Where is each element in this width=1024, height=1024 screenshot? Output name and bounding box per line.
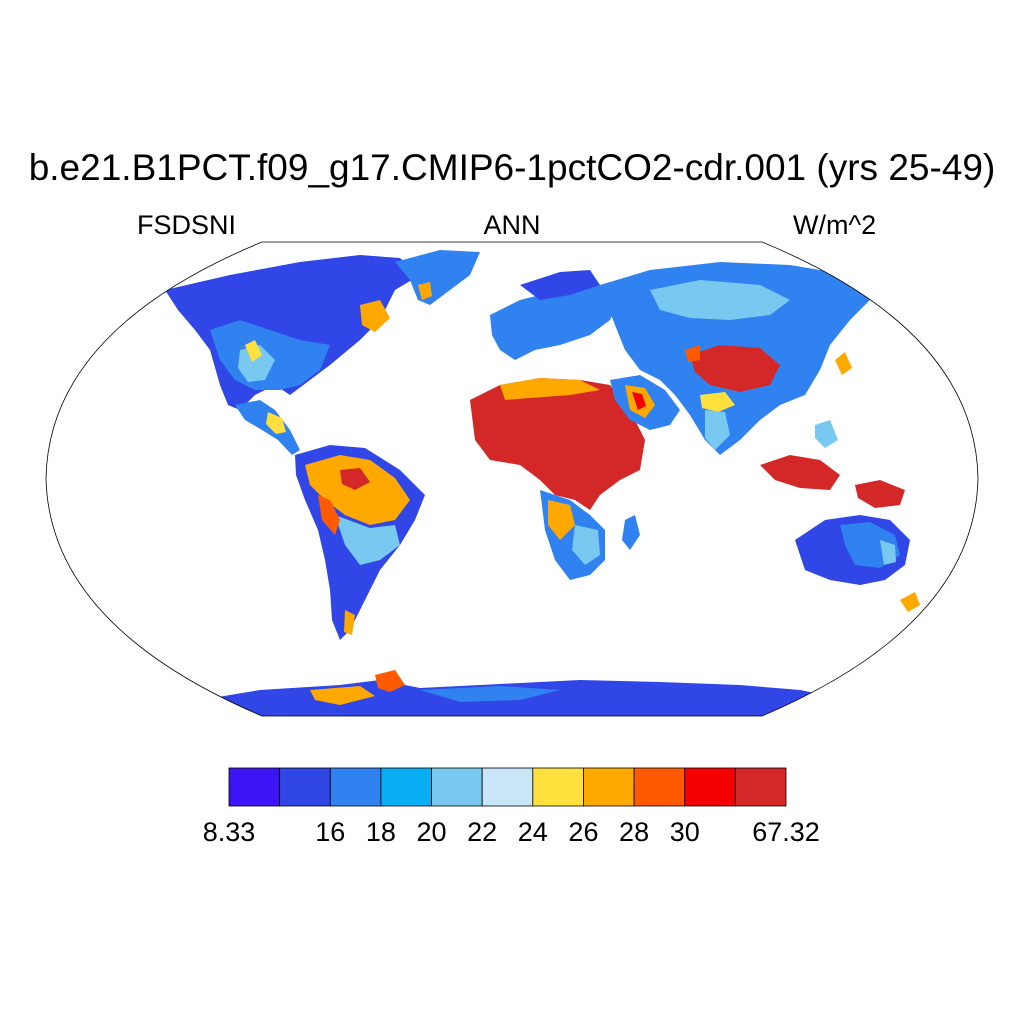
colorbar-label-0: 8.33	[202, 817, 256, 847]
colorbar-box-0	[228, 767, 281, 807]
colorbar-box-9	[684, 767, 736, 807]
central-america	[235, 400, 300, 455]
greenland	[395, 250, 480, 305]
colorbar-box-3	[380, 767, 432, 807]
colorbar-box-2	[329, 767, 382, 807]
colorbar-label-7: 26	[568, 817, 599, 847]
map-frame	[45, 241, 979, 717]
colorbar-label-2: 16	[315, 817, 346, 847]
land-fields	[165, 250, 920, 716]
plot-title: b.e21.B1PCT.f09_g17.CMIP6-1pctCO2-cdr.00…	[28, 147, 996, 188]
colorbar	[228, 767, 787, 807]
colorbar-label-11: 67.32	[752, 817, 820, 847]
colorbar-box-1	[279, 767, 331, 807]
colorbar-box-10	[734, 767, 787, 807]
colorbar-label-8: 28	[619, 817, 650, 847]
africa	[470, 378, 645, 510]
antarctica	[200, 680, 850, 716]
colorbar-box-7	[583, 767, 635, 807]
colorbar-label-4: 20	[416, 817, 447, 847]
season-label: ANN	[483, 210, 541, 240]
colorbar-label-9: 30	[669, 817, 700, 847]
colorbar-box-8	[633, 767, 686, 807]
colorbar-box-5	[481, 767, 534, 807]
colorbar-label-5: 22	[467, 817, 498, 847]
europe	[490, 285, 620, 360]
units-label: W/m^2	[793, 210, 877, 240]
colorbar-label-3: 18	[365, 817, 396, 847]
colorbar-box-4	[431, 767, 483, 807]
colorbar-box-6	[532, 767, 584, 807]
variable-label: FSDSNI	[137, 210, 237, 240]
colorbar-label-6: 24	[517, 817, 548, 847]
maritime-continent	[760, 455, 840, 490]
